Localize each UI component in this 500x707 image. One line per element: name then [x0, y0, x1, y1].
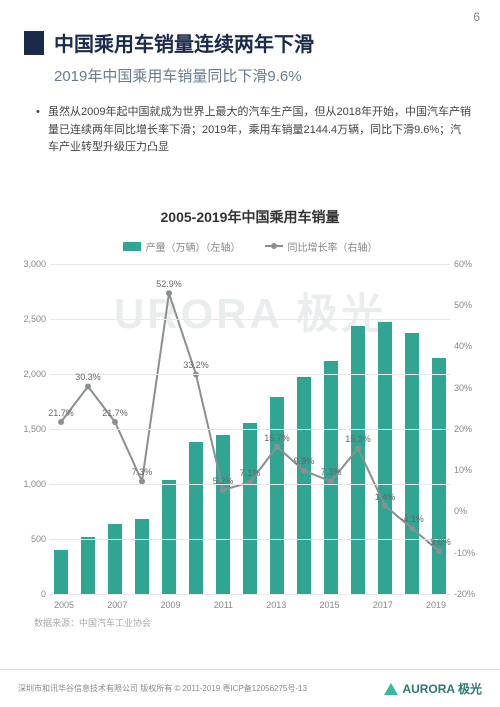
chart-x-axis: 2005 2007 2009 2011 2013 2015 2017 2019	[54, 600, 446, 610]
legend-bar-label: 产量（万辆）（左轴）	[146, 239, 241, 254]
chart-point-label: -4.1%	[400, 514, 424, 524]
footer-brand: AURORA 极光	[402, 680, 482, 697]
page-number: 6	[473, 10, 480, 24]
y-right-tick: 60%	[454, 259, 484, 269]
footer-logo: AURORA 极光	[384, 680, 482, 697]
chart-title: 2005-2019年中国乘用车销量	[16, 207, 484, 227]
title-row: 中国乘用车销量连续两年下滑	[24, 28, 476, 57]
chart-source: 数据来源：中国汽车工业协会	[34, 616, 484, 629]
y-left-tick: 0	[16, 589, 46, 599]
chart-legend: 产量（万辆）（左轴） 同比增长率（右轴）	[16, 239, 484, 254]
chart-marker	[274, 444, 280, 450]
chart-marker	[166, 290, 172, 296]
y-right-tick: 0%	[454, 506, 484, 516]
grid-line	[50, 539, 450, 540]
chart-point-label: 21.7%	[102, 408, 128, 418]
chart-point-label: 7.3%	[132, 467, 153, 477]
chart-point-label: 33.2%	[183, 360, 209, 370]
grid-line	[50, 594, 450, 595]
chart-point-label: 52.9%	[156, 279, 182, 289]
y-left-tick: 2,500	[16, 314, 46, 324]
y-left-tick: 1,000	[16, 479, 46, 489]
chart-point-label: 9.9%	[294, 456, 315, 466]
grid-line	[50, 484, 450, 485]
y-right-tick: -10%	[454, 548, 484, 558]
bullet-text: 虽然从2009年起中国就成为世界上最大的汽车生产国，但从2018年开始，中国汽车…	[48, 104, 472, 157]
x-tick: 2009	[160, 600, 180, 610]
x-tick: 2011	[214, 600, 233, 610]
y-left-tick: 1,500	[16, 424, 46, 434]
x-tick: 2013	[266, 600, 286, 610]
legend-line: 同比增长率（右轴）	[265, 239, 378, 254]
chart-marker	[409, 525, 415, 531]
y-right-tick: -20%	[454, 589, 484, 599]
chart-marker	[220, 487, 226, 493]
chart-marker	[355, 445, 361, 451]
chart-point-label: 7.3%	[321, 467, 342, 477]
chart-marker	[301, 467, 307, 473]
y-right-tick: 50%	[454, 300, 484, 310]
title-accent-block	[24, 31, 44, 55]
chart-point-label: 30.3%	[75, 372, 101, 382]
x-tick: 2005	[54, 600, 74, 610]
chart-point-label: 21.7%	[48, 408, 74, 418]
chart-plot-area: 05001,0001,5002,0002,5003,000-20%-10%0%1…	[50, 264, 450, 594]
chart-point-label: 1.4%	[375, 492, 396, 502]
footer: 深圳市和讯华谷信息技术有限公司 版权所有 © 2011-2019 粤ICP备12…	[0, 669, 500, 707]
x-tick: 2015	[320, 600, 340, 610]
y-left-tick: 500	[16, 534, 46, 544]
y-left-tick: 3,000	[16, 259, 46, 269]
legend-bar-swatch	[123, 242, 141, 251]
legend-line-label: 同比增长率（右轴）	[288, 239, 378, 254]
grid-line	[50, 319, 450, 320]
chart-marker	[112, 419, 118, 425]
chart-point-label: 7.1%	[240, 468, 261, 478]
x-tick: 2019	[426, 600, 446, 610]
chart-marker	[382, 503, 388, 509]
chart-marker	[436, 548, 442, 554]
chart-container: 2005-2019年中国乘用车销量 产量（万辆）（左轴） 同比增长率（右轴） 0…	[16, 207, 484, 627]
legend-line-swatch	[265, 245, 283, 247]
chart-point-label: 15.7%	[264, 433, 290, 443]
y-right-tick: 20%	[454, 424, 484, 434]
x-tick: 2017	[373, 600, 393, 610]
aurora-logo-icon	[384, 683, 398, 695]
chart-point-label: 5.2%	[213, 476, 234, 486]
legend-bar: 产量（万辆）（左轴）	[123, 239, 241, 254]
page-title: 中国乘用车销量连续两年下滑	[54, 28, 314, 57]
y-right-tick: 30%	[454, 383, 484, 393]
chart-marker	[85, 383, 91, 389]
header: 中国乘用车销量连续两年下滑 2019年中国乘用车销量同比下滑9.6%	[0, 0, 500, 86]
grid-line	[50, 374, 450, 375]
chart-point-label: 15.3%	[345, 434, 371, 444]
page-subtitle: 2019年中国乘用车销量同比下滑9.6%	[54, 65, 476, 86]
footer-copyright: 深圳市和讯华谷信息技术有限公司 版权所有 © 2011-2019 粤ICP备12…	[18, 683, 307, 694]
y-right-tick: 10%	[454, 465, 484, 475]
grid-line	[50, 429, 450, 430]
y-right-tick: 40%	[454, 341, 484, 351]
y-left-tick: 2,000	[16, 369, 46, 379]
grid-line	[50, 264, 450, 265]
chart-point-label: -9.6%	[427, 537, 451, 547]
x-tick: 2007	[107, 600, 127, 610]
chart-marker	[58, 419, 64, 425]
